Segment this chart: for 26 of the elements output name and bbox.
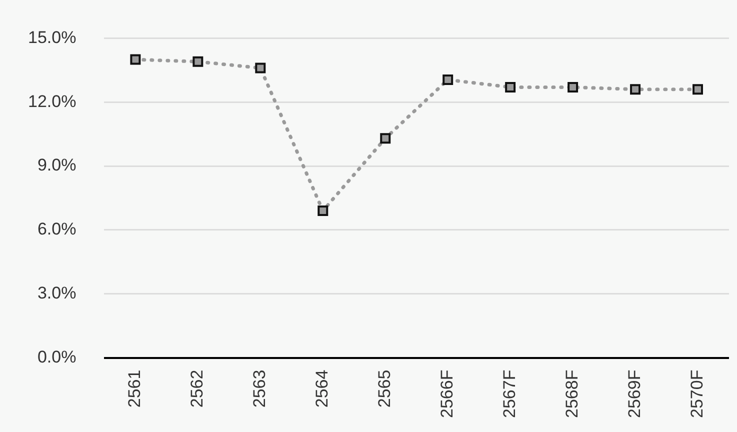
y-tick-label: 9.0% [37, 156, 76, 175]
x-tick-label: 2561 [125, 370, 144, 408]
x-tick-label: 2569F [624, 370, 644, 418]
point [192, 56, 204, 67]
point [318, 206, 328, 216]
y-tick-label: 0.0% [37, 347, 76, 366]
x-tick-label: 2568F [562, 370, 582, 418]
point [568, 82, 578, 92]
point [380, 133, 391, 144]
x-tick-label: 2565 [375, 370, 394, 408]
y-tick-label: 12.0% [28, 92, 76, 111]
x-tick-label: 2570F [687, 370, 706, 418]
point [255, 62, 266, 74]
x-tick-label: 2563 [250, 370, 270, 408]
y-tick-label: 6.0% [37, 220, 76, 239]
point [692, 84, 704, 95]
point [130, 54, 141, 65]
x-tick-label: 2567F [500, 370, 520, 418]
point [630, 84, 641, 95]
x-tick-label: 2564 [312, 370, 332, 408]
point [505, 82, 516, 92]
y-tick-label: 15.0% [28, 28, 76, 47]
x-tick-label: 2566F [438, 370, 457, 418]
x-tick-label: 2562 [188, 370, 207, 408]
y-tick-label: 3.0% [37, 284, 76, 303]
point [442, 74, 454, 85]
